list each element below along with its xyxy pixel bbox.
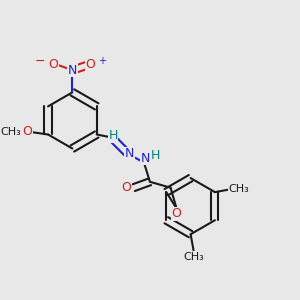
Text: O: O [121,181,131,194]
Text: O: O [48,58,58,71]
Text: O: O [22,125,32,138]
Text: +: + [98,56,106,66]
Text: CH₃: CH₃ [228,184,249,194]
Text: CH₃: CH₃ [1,127,22,136]
Text: CH₃: CH₃ [183,252,204,262]
Text: N: N [124,147,134,160]
Text: N: N [141,152,150,165]
Text: N: N [68,64,77,77]
Text: −: − [34,55,45,68]
Text: O: O [85,58,95,71]
Text: H: H [151,149,160,162]
Text: O: O [172,207,182,220]
Text: H: H [108,130,118,142]
